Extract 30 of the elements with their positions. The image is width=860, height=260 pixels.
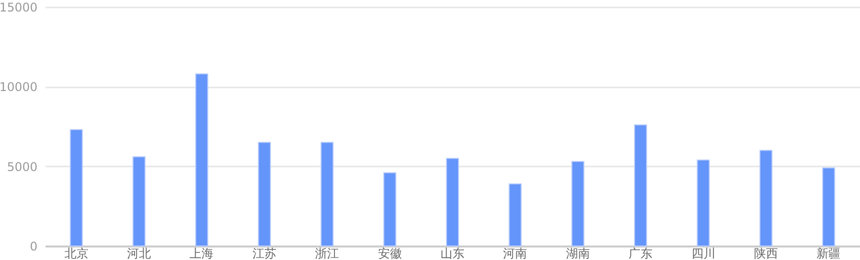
x-tick-label: 山东 xyxy=(440,246,464,260)
bar xyxy=(508,183,522,246)
bar xyxy=(132,156,146,246)
x-tick-label: 新疆 xyxy=(816,246,841,260)
x-tick-label: 广东 xyxy=(628,246,653,260)
bar xyxy=(696,159,710,246)
x-tick-label: 安徽 xyxy=(378,246,402,260)
x-tick-label: 陕西 xyxy=(754,246,778,260)
x-tick-label: 上海 xyxy=(190,246,214,260)
bar xyxy=(195,73,208,246)
bar xyxy=(571,161,584,246)
bar xyxy=(759,150,772,246)
y-tick-label: 5000 xyxy=(6,160,38,174)
y-tick-label: 0 xyxy=(30,240,38,254)
x-tick-label: 四川 xyxy=(691,246,716,260)
x-tick-label: 浙江 xyxy=(315,246,340,260)
x-tick-label: 河北 xyxy=(127,246,152,260)
y-tick-label: 10000 xyxy=(0,80,38,94)
y-tick-label: 15000 xyxy=(0,0,38,14)
bar xyxy=(822,167,836,246)
bar xyxy=(258,142,271,246)
x-tick-label: 河南 xyxy=(503,246,528,260)
bar xyxy=(70,129,83,246)
bar xyxy=(320,142,334,246)
bar xyxy=(383,172,396,246)
x-tick-label: 湖南 xyxy=(566,246,590,260)
bar xyxy=(634,124,648,246)
x-tick-label: 北京 xyxy=(64,246,88,260)
bar xyxy=(446,158,459,246)
x-tick-label: 江苏 xyxy=(252,246,276,260)
